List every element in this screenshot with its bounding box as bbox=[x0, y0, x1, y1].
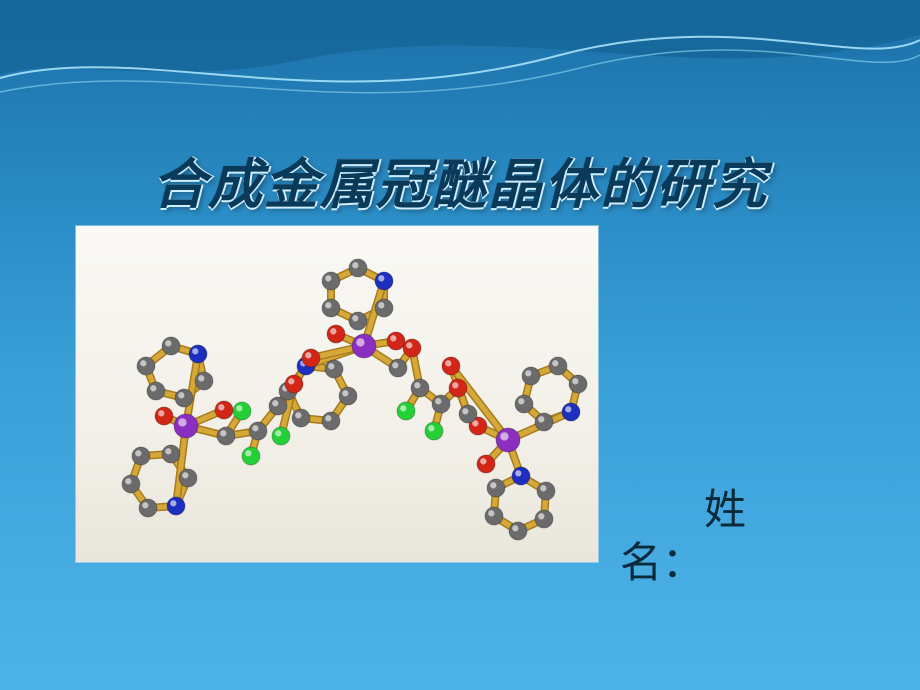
author-line1: 姓 bbox=[704, 488, 746, 534]
author-label: 姓 名： bbox=[620, 485, 880, 590]
molecule-diagram bbox=[76, 226, 598, 562]
author-line2: 名： bbox=[620, 541, 704, 587]
slide-title: 合成金属冠醚晶体的研究 bbox=[0, 140, 920, 219]
molecule-figure bbox=[76, 226, 598, 562]
header-wave bbox=[0, 0, 920, 120]
